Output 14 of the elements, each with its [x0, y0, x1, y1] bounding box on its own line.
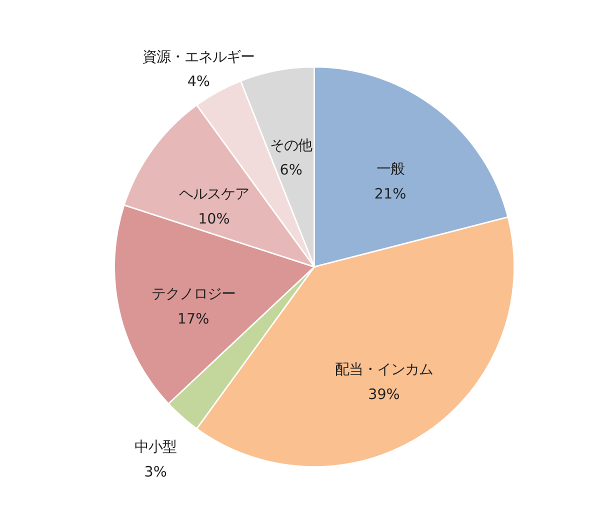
data-label: 39%: [368, 386, 400, 403]
data-label: 4%: [187, 74, 210, 90]
slice-label: 資源・エネルギー: [142, 49, 255, 66]
slice-label: ヘルスケア: [178, 186, 249, 203]
slice-label: その他: [270, 138, 312, 154]
data-label: 6%: [280, 162, 302, 179]
slice-label: 一般: [376, 162, 404, 178]
data-label: 17%: [177, 311, 210, 328]
data-label: 3%: [144, 464, 167, 480]
data-label: 21%: [374, 186, 406, 202]
slice-label: テクノロジー: [151, 286, 236, 303]
slice-label: 中小型: [134, 440, 177, 456]
slice-label: 配当・インカム: [334, 362, 433, 378]
data-label: 10%: [198, 211, 230, 228]
